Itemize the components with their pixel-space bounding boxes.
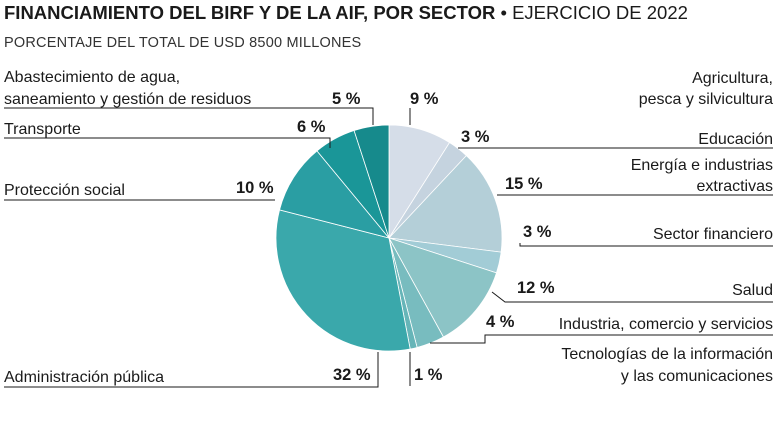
chart-title-main: FINANCIAMIENTO DEL BIRF Y DE LA AIF, POR… (4, 2, 495, 23)
slice-label-7-line-0: Administración pública (4, 369, 164, 386)
chart-title-period: EJERCICIO DE 2022 (512, 2, 688, 23)
slice-value-10: 5 % (332, 90, 361, 108)
leader-line-3 (519, 243, 773, 247)
slice-value-0: 9 % (410, 90, 439, 108)
leader-lines (4, 107, 773, 388)
pie-slices (275, 124, 503, 352)
slice-label-6-line-1: y las comunicaciones (621, 368, 773, 385)
slice-label-10-line-1: saneamiento y gestión de residuos (4, 91, 251, 108)
slice-label-4-line-0: Salud (732, 282, 773, 299)
slice-value-2: 15 % (505, 175, 543, 193)
slice-label-1-line-0: Educación (698, 131, 773, 148)
slice-value-1: 3 % (461, 128, 490, 146)
pie-slice-10 (353, 124, 390, 239)
slice-label-2-line-0: Energía e industrias (631, 157, 773, 174)
leader-line-10 (4, 107, 374, 125)
pie-slice-8 (279, 150, 391, 239)
slice-labels: Agricultura, pesca y silvicultura 9 % Educa… (4, 69, 773, 386)
leader-line-4 (491, 291, 773, 303)
pie-slice-4 (388, 237, 497, 338)
slice-label-9-line-0: Transporte (4, 121, 81, 138)
pie-slice-7 (275, 209, 411, 352)
slice-label-0-line-1: pesca y silvicultura (639, 91, 773, 108)
slice-value-6: 1 % (414, 366, 443, 384)
slice-value-8: 10 % (236, 179, 274, 197)
chart-title-separator: • (495, 2, 512, 23)
chart-subtitle: PORCENTAJE DEL TOTAL DE USD 8500 MILLONE… (4, 35, 361, 51)
slice-label-6-line-0: Tecnologías de la información (561, 346, 773, 363)
slice-label-8-line-0: Protección social (4, 182, 125, 199)
pie-slice-2 (388, 155, 503, 253)
slice-label-10-line-0: Abastecimiento de agua, (4, 69, 180, 86)
slice-value-9: 6 % (297, 118, 326, 136)
leader-line-5 (430, 334, 773, 344)
slice-label-2-line-1: extractivas (697, 178, 773, 195)
slice-label-0-line-0: Agricultura, (692, 70, 773, 87)
slice-value-3: 3 % (523, 223, 552, 241)
slice-label-3-line-0: Sector financiero (653, 226, 773, 243)
slice-value-4: 12 % (517, 279, 555, 297)
leader-line-9 (4, 137, 331, 148)
leader-line-7 (4, 352, 379, 388)
slice-label-5-line-0: Industria, comercio y servicios (559, 316, 773, 333)
chart-title: FINANCIAMIENTO DEL BIRF Y DE LA AIF, POR… (4, 2, 688, 23)
slice-value-5: 4 % (486, 313, 515, 331)
slice-value-7: 32 % (333, 366, 371, 384)
